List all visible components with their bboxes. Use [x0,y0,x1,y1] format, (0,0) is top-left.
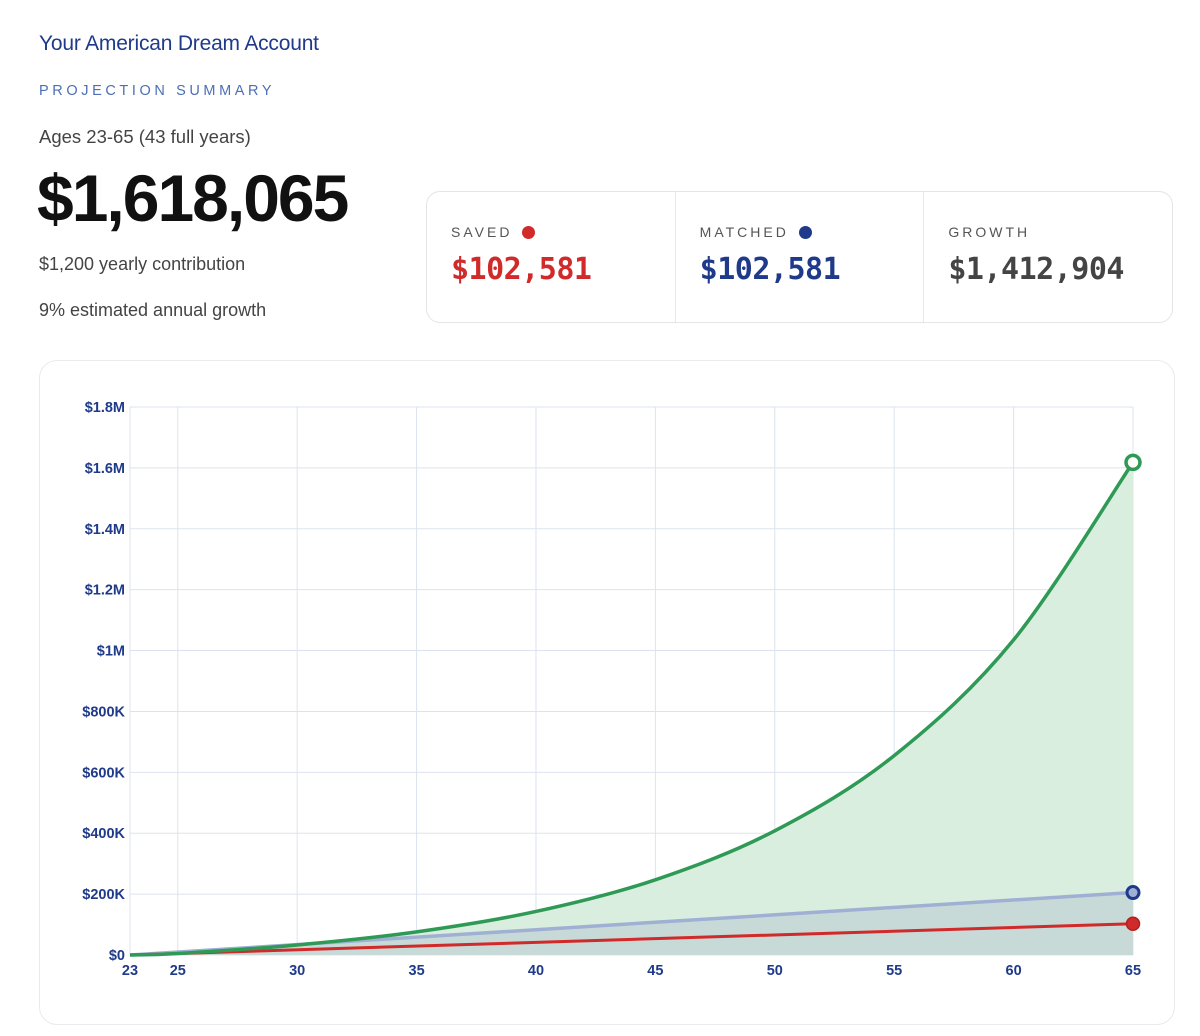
saved-dot-icon [522,225,536,239]
stat-growth-label: GROWTH [948,224,1031,240]
x-tick-label-0: 23 [122,963,138,979]
saved-end-point [1125,916,1141,932]
age-range: Ages 23-65 (43 full years) [39,126,251,147]
y-tick-label-9: $1.8M [85,400,125,416]
projected-total: $1,618,065 [37,161,349,235]
stat-growth: GROWTH $1,412,904 [923,192,1172,322]
projection-chart: $0 $200K $400K $600K $800K $1M $1.2M $1.4M $1.6M… [82,400,1142,979]
yearly-contribution: $1,200 yearly contribution [39,254,246,274]
stat-matched-value: $102,581 [699,252,841,287]
x-tick-label-2: 30 [289,963,305,979]
y-tick-label-3: $600K [82,765,125,781]
x-tick-label-3: 35 [409,963,425,979]
stat-saved-label: SAVED [451,224,513,240]
y-tick-label-1: $200K [82,887,125,903]
stat-saved-value: $102,581 [451,252,592,287]
y-tick-label-2: $400K [82,826,125,842]
y-tick-label-8: $1.6M [85,461,125,477]
stat-matched-label-row: MATCHED [700,224,924,240]
y-tick-label-6: $1.2M [85,583,125,599]
total-end-point [1124,453,1142,472]
x-tick-label-8: 60 [1006,963,1022,979]
y-tick-label-0: $0 [109,948,125,964]
stat-matched-label: MATCHED [699,224,789,240]
x-tick-label-5: 45 [647,963,663,979]
stat-saved: SAVED $102,581 [427,192,675,322]
x-tick-label-4: 40 [528,963,544,979]
stat-saved-label-row: SAVED [451,224,675,240]
chart-card: $0 $200K $400K $600K $800K $1M $1.2M $1.4M $1.6M… [39,360,1175,1025]
x-tick-label-1: 25 [170,963,186,979]
stat-growth-value: $1,412,904 [948,252,1124,287]
app-title: Your American Dream Account [39,32,319,55]
summary-card: SAVED $102,581 MATCHED $102,581 GROWTH $… [426,191,1173,323]
total-line [129,461,1135,957]
saved-line [129,922,1134,957]
x-tick-label-9: 65 [1125,963,1141,979]
stat-growth-label-row: GROWTH [948,224,1172,240]
y-tick-label-5: $1M [97,644,125,660]
total-area [130,462,1133,955]
growth-rate: 9% estimated annual growth [39,300,267,320]
matched-end-point [1125,885,1141,901]
y-tick-label-7: $1.4M [85,522,125,538]
x-tick-label-7: 55 [886,963,902,979]
stat-matched: MATCHED $102,581 [674,192,924,322]
matched-dot-icon [798,225,812,239]
section-eyebrow: PROJECTION SUMMARY [39,83,276,99]
y-tick-label-4: $800K [82,704,125,720]
x-tick-label-6: 50 [767,963,783,979]
